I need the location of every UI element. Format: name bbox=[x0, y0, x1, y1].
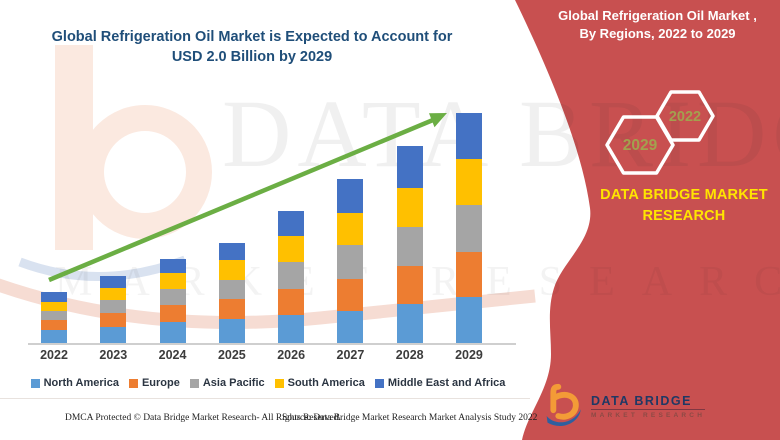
bar-segment-2029-north-america bbox=[455, 296, 482, 343]
bar-segment-2026-asia-pacific bbox=[278, 262, 305, 289]
stacked-bar-2027 bbox=[337, 178, 364, 343]
bar-segment-2025-europe bbox=[218, 299, 245, 319]
x-axis-label-2024: 2024 bbox=[158, 348, 187, 362]
bar-segment-2027-middle-east-and-africa bbox=[337, 178, 364, 214]
company-logo-words: DATA BRIDGE MARKET RESEARCH bbox=[591, 394, 706, 419]
stacked-bar-2025 bbox=[218, 242, 245, 343]
company-logo: DATA BRIDGE MARKET RESEARCH bbox=[545, 382, 706, 430]
banner-brand-line1: DATA BRIDGE MARKET bbox=[600, 187, 768, 203]
hexagon-2029-label: 2029 bbox=[623, 137, 658, 154]
bar-segment-2028-middle-east-and-africa bbox=[396, 146, 423, 188]
footer-divider bbox=[0, 398, 530, 399]
legend-item-middle-east-and-africa: Middle East and Africa bbox=[374, 377, 506, 389]
bar-segment-2024-south-america bbox=[159, 272, 186, 289]
x-axis-line bbox=[28, 343, 516, 345]
footer-dmca-text: DMCA Protected © Data Bridge Market Rese… bbox=[65, 413, 341, 423]
bar-segment-2025-middle-east-and-africa bbox=[218, 242, 245, 261]
bar-segment-2027-south-america bbox=[337, 213, 364, 246]
company-logo-subtitle: MARKET RESEARCH bbox=[591, 411, 706, 419]
legend-item-north-america: North America bbox=[30, 377, 119, 389]
banner-heading-line1: Global Refrigeration Oil Market , bbox=[558, 8, 757, 23]
bar-segment-2023-middle-east-and-africa bbox=[100, 276, 127, 288]
bar-segment-2028-north-america bbox=[396, 303, 423, 343]
bar-segment-2027-north-america bbox=[337, 310, 364, 343]
bar-segment-2025-asia-pacific bbox=[218, 279, 245, 300]
banner-brand-name: DATA BRIDGE MARKET RESEARCH bbox=[585, 185, 780, 227]
chart-title-line2: USD 2.0 Billion by 2029 bbox=[171, 49, 333, 65]
legend-label: North America bbox=[43, 377, 119, 389]
bar-segment-2027-europe bbox=[337, 278, 364, 311]
banner-heading-line2: By Regions, 2022 to 2029 bbox=[579, 26, 736, 41]
bar-segment-2027-asia-pacific bbox=[337, 245, 364, 279]
x-axis-label-2026: 2026 bbox=[277, 348, 306, 362]
bar-segment-2029-south-america bbox=[455, 159, 482, 205]
bar-segment-2023-north-america bbox=[100, 326, 127, 343]
bar-segment-2025-north-america bbox=[218, 318, 245, 343]
x-axis-label-2029: 2029 bbox=[455, 348, 483, 362]
legend-swatch-icon bbox=[189, 378, 199, 388]
legend-swatch-icon bbox=[128, 378, 138, 388]
legend-item-south-america: South America bbox=[274, 377, 365, 389]
banner-heading: Global Refrigeration Oil Market , By Reg… bbox=[540, 7, 775, 43]
bar-segment-2023-asia-pacific bbox=[100, 300, 127, 314]
legend-swatch-icon bbox=[30, 378, 40, 388]
bar-segment-2029-middle-east-and-africa bbox=[455, 113, 482, 159]
bar-segment-2024-europe bbox=[159, 305, 186, 323]
bar-segment-2023-europe bbox=[100, 313, 127, 327]
bar-segment-2023-south-america bbox=[100, 287, 127, 301]
legend-label: South America bbox=[287, 377, 365, 389]
bar-segment-2026-south-america bbox=[278, 236, 305, 263]
company-logo-name: DATA BRIDGE bbox=[591, 394, 706, 410]
legend-item-europe: Europe bbox=[128, 377, 180, 389]
x-axis-label-2027: 2027 bbox=[336, 348, 365, 362]
bar-segment-2022-north-america bbox=[41, 330, 67, 343]
bar-segment-2028-asia-pacific bbox=[396, 226, 423, 266]
hexagon-2022-label: 2022 bbox=[669, 109, 701, 125]
bar-segment-2024-middle-east-and-africa bbox=[159, 259, 186, 273]
bar-segment-2026-middle-east-and-africa bbox=[278, 210, 305, 237]
chart-title-line1: Global Refrigeration Oil Market is Expec… bbox=[51, 29, 453, 45]
chart-legend: North America Europe Asia Pacific South Ame… bbox=[22, 377, 514, 389]
bar-segment-2022-asia-pacific bbox=[41, 310, 67, 320]
bar-segment-2024-asia-pacific bbox=[159, 288, 186, 306]
x-axis-label-2022: 2022 bbox=[40, 348, 68, 362]
stacked-bar-2028 bbox=[396, 146, 423, 343]
legend-item-asia-pacific: Asia Pacific bbox=[189, 377, 265, 389]
stacked-bar-2022 bbox=[41, 292, 67, 343]
bar-segment-2022-europe bbox=[41, 319, 67, 331]
bar-segment-2022-south-america bbox=[41, 301, 67, 311]
hexagon-2022 bbox=[655, 90, 715, 142]
bar-segment-2026-europe bbox=[278, 288, 305, 316]
bar-segment-2025-south-america bbox=[218, 260, 245, 280]
stacked-bar-2029 bbox=[455, 113, 482, 343]
legend-label: Asia Pacific bbox=[202, 377, 265, 389]
footer-source-text: Source: Data Bridge Market Research Mark… bbox=[282, 413, 538, 423]
legend-label: Europe bbox=[141, 377, 180, 389]
banner-brand-line2: RESEARCH bbox=[642, 208, 726, 224]
stacked-bar-2023 bbox=[100, 276, 127, 343]
company-logo-icon bbox=[546, 383, 581, 427]
stacked-bar-2024 bbox=[159, 259, 186, 343]
x-axis-label-2023: 2023 bbox=[99, 348, 128, 362]
chart-title: Global Refrigeration Oil Market is Expec… bbox=[42, 27, 462, 67]
bar-segment-2028-south-america bbox=[396, 187, 423, 227]
bar-segment-2026-north-america bbox=[278, 315, 305, 343]
legend-label: Middle East and Africa bbox=[387, 377, 506, 389]
bar-segment-2022-middle-east-and-africa bbox=[41, 292, 67, 302]
legend-swatch-icon bbox=[274, 378, 284, 388]
stacked-bar-2026 bbox=[278, 210, 305, 343]
bar-segment-2024-north-america bbox=[159, 322, 186, 343]
x-axis-label-2028: 2028 bbox=[395, 348, 424, 362]
bar-segment-2028-europe bbox=[396, 265, 423, 304]
x-axis-label-2025: 2025 bbox=[217, 348, 246, 362]
legend-swatch-icon bbox=[374, 378, 384, 388]
bar-segment-2029-asia-pacific bbox=[455, 205, 482, 253]
bar-segment-2029-europe bbox=[455, 252, 482, 297]
